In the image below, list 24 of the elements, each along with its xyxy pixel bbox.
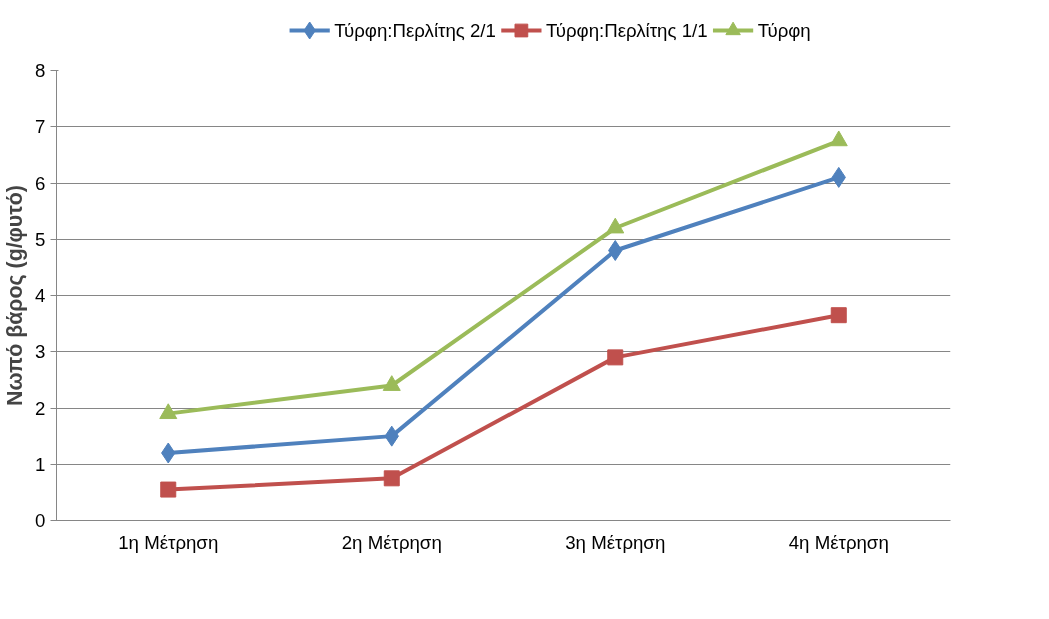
- y-tick-label: 1: [35, 453, 46, 475]
- y-axis-title: Νωπό βάρος (g/φυτό): [3, 185, 28, 406]
- point: [607, 349, 624, 366]
- legend-label: Τύρφη:Περλίτης 1/1: [545, 20, 708, 41]
- x-tick-label: 3η Μέτρηση: [565, 531, 666, 553]
- x-tick-label: 4η Μέτρηση: [788, 531, 889, 553]
- y-tick-label: 3: [35, 341, 46, 363]
- legend-label: Τύρφη: [757, 20, 811, 41]
- point: [606, 217, 625, 234]
- point: [383, 470, 400, 487]
- legend-label: Τύρφη:Περλίτης 2/1: [334, 20, 496, 41]
- point: [608, 240, 623, 261]
- y-tick-label: 8: [35, 60, 46, 81]
- point: [829, 130, 848, 147]
- y-tick-label: 6: [35, 172, 46, 194]
- point: [160, 481, 177, 498]
- y-tick-label: 0: [35, 510, 46, 531]
- x-tick-label: 1η Μέτρηση: [118, 531, 219, 553]
- y-tick-label: 7: [35, 116, 46, 138]
- point: [830, 307, 847, 324]
- y-tick-label: 5: [35, 228, 46, 250]
- y-tick-label: 2: [35, 397, 46, 419]
- x-tick-label: 2η Μέτρηση: [341, 531, 442, 553]
- y-tick-label: 4: [35, 285, 46, 306]
